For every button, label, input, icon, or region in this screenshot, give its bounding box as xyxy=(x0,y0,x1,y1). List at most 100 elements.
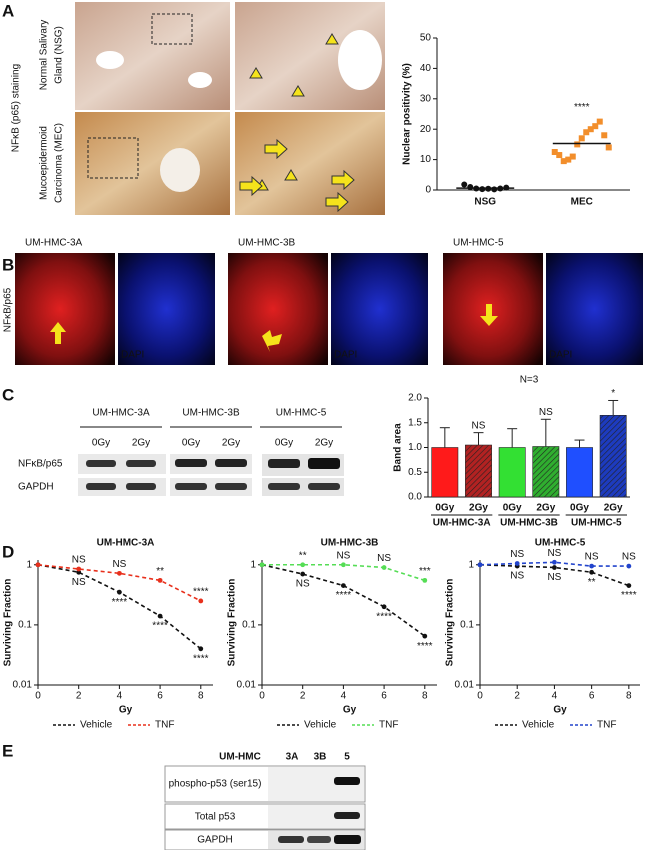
annotation: NS xyxy=(510,549,524,560)
error-bar xyxy=(439,427,450,448)
point xyxy=(589,563,595,569)
point xyxy=(381,565,387,570)
point xyxy=(569,153,576,160)
annotation: **** xyxy=(193,587,209,598)
point xyxy=(479,186,486,193)
legend-label: TNF xyxy=(597,720,616,731)
y-tick-label: 50 xyxy=(420,33,432,44)
x-tick-label: 2 xyxy=(514,691,520,702)
x-tick-label: 2 xyxy=(76,691,82,702)
chart-title: UM-HMC-5 xyxy=(535,538,586,549)
error-bar xyxy=(608,399,619,416)
y-tick-label: 10 xyxy=(420,154,432,165)
annotation: * xyxy=(611,388,615,399)
x-tick-label: 0Gy xyxy=(435,503,454,514)
x-tick-label: 2 xyxy=(300,691,306,702)
y-axis-label: Surviving Fraction xyxy=(227,579,238,667)
point xyxy=(340,583,346,589)
annotation: NS xyxy=(296,579,310,590)
point xyxy=(626,563,632,569)
annotation: NS xyxy=(72,555,86,566)
point xyxy=(578,135,585,142)
header: UM-HMC xyxy=(219,752,261,763)
annotation: NS xyxy=(112,559,126,570)
point xyxy=(565,156,572,163)
point xyxy=(551,149,558,155)
point xyxy=(35,562,41,568)
panel-letter: D xyxy=(2,542,14,561)
x-tick-label: 4 xyxy=(341,691,347,702)
y-tick-label: 1 xyxy=(468,559,474,570)
blot-e xyxy=(164,765,366,850)
row-label: NFκB/p65 xyxy=(18,459,63,470)
y-tick-label: 0.1 xyxy=(18,620,32,631)
x-axis-label: Gy xyxy=(119,705,133,716)
legend-label: Vehicle xyxy=(522,720,555,731)
lane-label: 2Gy xyxy=(132,438,150,449)
y-axis-label: Surviving Fraction xyxy=(3,579,14,667)
point xyxy=(592,123,599,130)
point xyxy=(552,565,557,570)
row-label: Normal Salivary xyxy=(39,20,50,91)
side-label: NFκB/p65 xyxy=(3,287,14,332)
y-tick-label: 1.5 xyxy=(408,417,422,428)
series-line xyxy=(262,563,426,582)
point xyxy=(300,562,306,568)
x-tick-label: 0Gy xyxy=(570,503,589,514)
panel-letter: C xyxy=(2,385,14,404)
chart-title: UM-HMC-3A xyxy=(97,538,155,549)
row-label: Total p53 xyxy=(195,812,236,823)
y-axis-label: Band area xyxy=(393,423,404,472)
annotation: **** xyxy=(417,641,433,652)
fluorescence-b xyxy=(15,253,643,365)
annotation: NS xyxy=(510,571,524,582)
point xyxy=(381,604,387,610)
group-label: UM-HMC-3A xyxy=(433,518,491,529)
panel-letter: A xyxy=(2,1,14,20)
x-tick-label: 2Gy xyxy=(469,503,488,514)
point xyxy=(560,158,567,165)
lane-label: 5 xyxy=(344,752,350,763)
annotation: NS xyxy=(539,407,553,418)
x-tick-label: 4 xyxy=(552,691,558,702)
stain-label: DAPI xyxy=(334,350,357,361)
point xyxy=(116,570,122,576)
point xyxy=(76,566,82,572)
row-label: phospho-p53 (ser15) xyxy=(169,779,262,790)
x-tick-label: 8 xyxy=(198,691,204,702)
y-tick-label: 2.0 xyxy=(408,393,422,404)
annotation: NS xyxy=(547,572,561,583)
bar xyxy=(599,415,627,498)
annotation: **** xyxy=(376,611,392,622)
legend-label: Vehicle xyxy=(80,720,113,731)
point xyxy=(605,144,612,151)
cell-line: UM-HMC-3B xyxy=(238,238,296,249)
point xyxy=(574,141,581,148)
x-tick-label: NSG xyxy=(474,197,496,208)
error-bar xyxy=(574,439,585,448)
y-tick-label: 0.1 xyxy=(460,620,474,631)
cell-line: UM-HMC-5 xyxy=(453,238,504,249)
y-tick-label: 1 xyxy=(26,559,32,570)
point xyxy=(422,577,428,583)
annotation: NS xyxy=(72,577,86,588)
row-label: GAPDH xyxy=(18,482,54,493)
point xyxy=(552,559,557,565)
annotation: *** xyxy=(419,566,431,577)
lane-label: 0Gy xyxy=(275,438,293,449)
row-label: Carcinoma (MEC) xyxy=(54,123,65,203)
cell-line: UM-HMC-5 xyxy=(276,408,327,419)
annotation: **** xyxy=(574,102,590,113)
x-tick-label: 0 xyxy=(35,691,41,702)
group-label: UM-HMC-5 xyxy=(571,518,622,529)
x-tick-label: 8 xyxy=(626,691,632,702)
point xyxy=(461,181,468,188)
point xyxy=(422,633,428,639)
x-tick-label: 0 xyxy=(477,691,483,702)
point xyxy=(556,152,563,159)
y-tick-label: 0.01 xyxy=(237,680,257,691)
chart-title: UM-HMC-3B xyxy=(321,538,379,549)
series-line xyxy=(37,563,202,602)
y-tick-label: 40 xyxy=(420,63,432,74)
